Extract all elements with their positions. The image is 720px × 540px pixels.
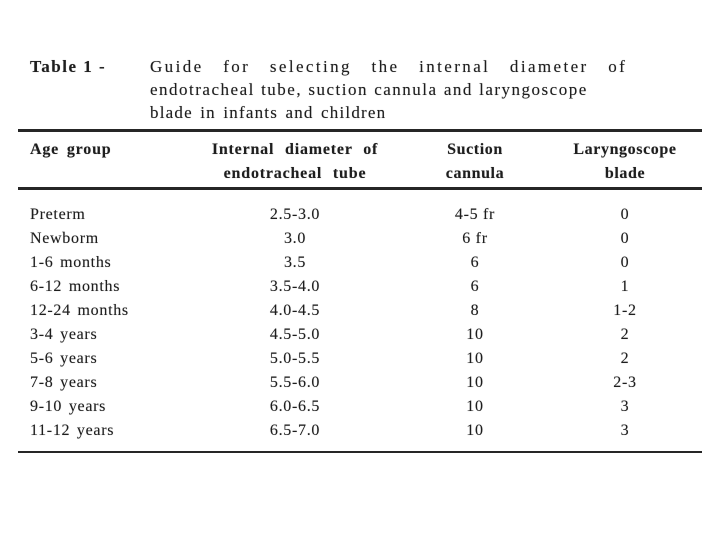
laryngoscope-blade-cell: 0 bbox=[620, 254, 630, 271]
age-group-cell: 11-12 years bbox=[30, 422, 115, 439]
header-laryngoscope-line1: Laryngoscope bbox=[573, 141, 677, 158]
caption-line-3: blade in infants and children bbox=[150, 103, 387, 122]
age-group-cell: 5-6 years bbox=[30, 350, 98, 367]
header-suction-line2: cannula bbox=[445, 165, 505, 182]
table-row: Newborm 3.0 6 fr 0 bbox=[30, 227, 710, 251]
age-group-cell: 3-4 years bbox=[30, 326, 98, 343]
header-internal-diameter: Internal diameter of endotracheal tube bbox=[180, 138, 410, 186]
table-header-row: Age group Internal diameter of endotrach… bbox=[30, 138, 710, 186]
tube-diameter-cell: 3.5 bbox=[283, 254, 307, 271]
tube-diameter-cell: 6.0-6.5 bbox=[269, 398, 321, 415]
laryngoscope-blade-cell: 3 bbox=[620, 398, 630, 415]
suction-cannula-cell: 10 bbox=[466, 398, 484, 415]
header-internal-diameter-line1: Internal diameter of bbox=[211, 141, 379, 158]
table-row: 6-12 months 3.5-4.0 6 1 bbox=[30, 275, 710, 299]
laryngoscope-blade-cell: 2 bbox=[620, 350, 630, 367]
suction-cannula-cell: 6 fr bbox=[462, 230, 488, 247]
tube-diameter-cell: 5.5-6.0 bbox=[269, 374, 321, 391]
laryngoscope-blade-cell: 0 bbox=[620, 206, 630, 223]
age-group-cell: Preterm bbox=[30, 206, 86, 223]
age-group-cell: 12-24 months bbox=[30, 302, 129, 319]
laryngoscope-blade-cell: 1 bbox=[620, 278, 630, 295]
suction-cannula-cell: 10 bbox=[466, 326, 484, 343]
tube-diameter-cell: 6.5-7.0 bbox=[269, 422, 321, 439]
suction-cannula-cell: 6 bbox=[470, 254, 480, 271]
age-group-cell: 9-10 years bbox=[30, 398, 107, 415]
table-row: 5-6 years 5.0-5.5 10 2 bbox=[30, 347, 710, 371]
age-group-cell: 1-6 months bbox=[30, 254, 112, 271]
laryngoscope-blade-cell: 1-2 bbox=[613, 302, 637, 319]
table-caption: Guide for selecting the internal diamete… bbox=[150, 55, 706, 124]
tube-diameter-cell: 4.5-5.0 bbox=[269, 326, 321, 343]
age-group-cell: 7-8 years bbox=[30, 374, 98, 391]
table-body: Preterm 2.5-3.0 4-5 fr 0 Newborm 3.0 6 f… bbox=[30, 203, 710, 443]
caption-line-1: Guide for selecting the internal diamete… bbox=[150, 57, 628, 76]
laryngoscope-blade-cell: 2 bbox=[620, 326, 630, 343]
table-number-label: Table 1 - bbox=[30, 57, 107, 76]
table-row: 12-24 months 4.0-4.5 8 1-2 bbox=[30, 299, 710, 323]
table-row: 3-4 years 4.5-5.0 10 2 bbox=[30, 323, 710, 347]
table-row: 1-6 months 3.5 6 0 bbox=[30, 251, 710, 275]
tube-diameter-cell: 5.0-5.5 bbox=[269, 350, 321, 367]
tube-diameter-cell: 3.0 bbox=[283, 230, 307, 247]
header-suction-line1: Suction bbox=[447, 141, 503, 158]
header-laryngoscope-line2: blade bbox=[604, 165, 646, 182]
suction-cannula-cell: 10 bbox=[466, 422, 484, 439]
tube-diameter-cell: 4.0-4.5 bbox=[269, 302, 321, 319]
caption-line-2: endotracheal tube, suction cannula and l… bbox=[150, 80, 588, 99]
suction-cannula-cell: 8 bbox=[470, 302, 480, 319]
table-title-block: Table 1 - Guide for selecting the intern… bbox=[30, 55, 706, 124]
age-group-cell: Newborm bbox=[30, 230, 99, 247]
header-internal-diameter-line2: endotracheal tube bbox=[223, 165, 367, 182]
divider-below-header bbox=[18, 187, 702, 190]
laryngoscope-blade-cell: 3 bbox=[620, 422, 630, 439]
age-group-cell: 6-12 months bbox=[30, 278, 121, 295]
divider-table-bottom bbox=[18, 451, 702, 453]
tube-diameter-cell: 3.5-4.0 bbox=[269, 278, 321, 295]
header-laryngoscope-blade: Laryngoscope blade bbox=[540, 138, 710, 186]
laryngoscope-blade-cell: 0 bbox=[620, 230, 630, 247]
suction-cannula-cell: 10 bbox=[466, 350, 484, 367]
suction-cannula-cell: 10 bbox=[466, 374, 484, 391]
laryngoscope-blade-cell: 2-3 bbox=[613, 374, 637, 391]
header-suction-cannula: Suction cannula bbox=[410, 138, 540, 186]
table-row: 9-10 years 6.0-6.5 10 3 bbox=[30, 395, 710, 419]
suction-cannula-cell: 4-5 fr bbox=[454, 206, 496, 223]
table-row: Preterm 2.5-3.0 4-5 fr 0 bbox=[30, 203, 710, 227]
table-row: 11-12 years 6.5-7.0 10 3 bbox=[30, 419, 710, 443]
table-row: 7-8 years 5.5-6.0 10 2-3 bbox=[30, 371, 710, 395]
suction-cannula-cell: 6 bbox=[470, 278, 480, 295]
tube-diameter-cell: 2.5-3.0 bbox=[269, 206, 321, 223]
header-age-group: Age group bbox=[30, 141, 112, 158]
divider-below-title bbox=[18, 129, 702, 132]
